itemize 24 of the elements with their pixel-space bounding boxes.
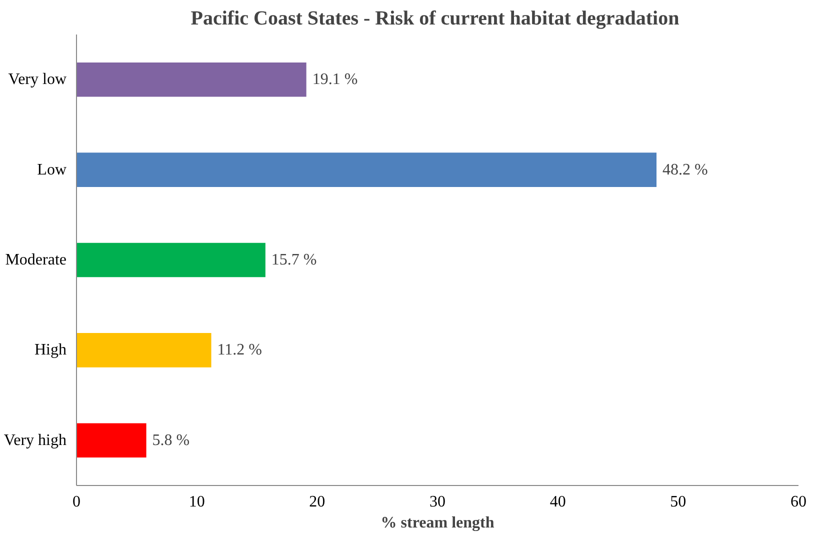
y-tick-label: High [34,342,66,359]
y-tick-label: Low [37,161,67,178]
y-tick-label: Very high [4,432,66,449]
bar [76,62,306,97]
x-tick-label: 40 [550,494,566,510]
x-tick-label: 0 [72,494,80,510]
bar [76,423,146,458]
data-label: 19.1 % [312,71,358,88]
chart-title: Pacific Coast States - Risk of current habitat degradation [190,8,680,30]
x-axis-title: % stream length [380,514,494,532]
bar [76,333,212,368]
bar [76,152,657,187]
data-label: 5.8 % [152,432,190,449]
x-tick-label: 30 [430,494,446,510]
x-tick-label: 20 [309,494,326,510]
bar [76,242,266,278]
data-label: 11.2 % [217,342,262,359]
x-tick-label: 50 [670,494,686,510]
data-label: 15.7 % [271,252,317,268]
y-tick-label: Very low [8,71,67,88]
x-tick-label: 10 [188,494,205,510]
data-label: 48.2 % [662,161,708,178]
y-tick-label: Moderate [5,252,67,268]
x-tick-label: 60 [790,494,806,510]
